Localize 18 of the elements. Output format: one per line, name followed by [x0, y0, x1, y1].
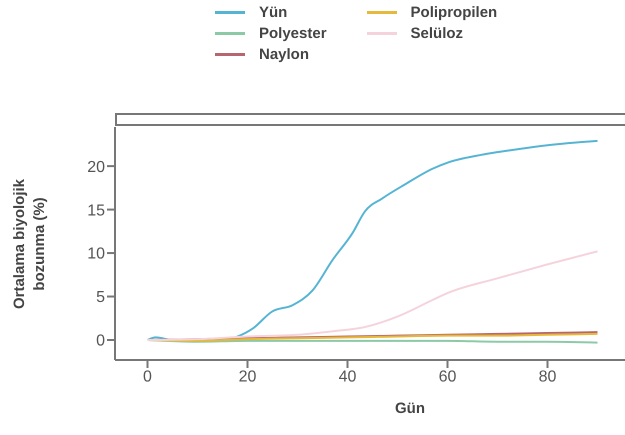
- line-series: [146, 250, 598, 342]
- x-axis-title: Gün: [394, 400, 426, 417]
- legend-label: Yün: [259, 4, 288, 21]
- y-tick-label: 10: [87, 246, 106, 263]
- x-tick-label: 80: [538, 368, 556, 386]
- y-tick-label: 0: [96, 332, 106, 350]
- y-tick-label: 5: [96, 289, 106, 306]
- y-axis-title: Ortalama biyolojik bozunma (%): [10, 178, 49, 312]
- x-tick-label: 0: [143, 368, 152, 386]
- legend-label: Selüloz: [410, 25, 464, 42]
- legend-label: Naylon: [259, 46, 310, 63]
- x-tick-label: 40: [338, 368, 356, 386]
- y-tick-label: 15: [87, 202, 106, 220]
- x-tick-label: 60: [438, 368, 456, 386]
- legend-label: Polipropilen: [410, 4, 498, 21]
- legend-label: Polyester: [259, 25, 327, 42]
- x-tick-label: 20: [238, 368, 256, 386]
- y-tick-label: 20: [87, 158, 106, 176]
